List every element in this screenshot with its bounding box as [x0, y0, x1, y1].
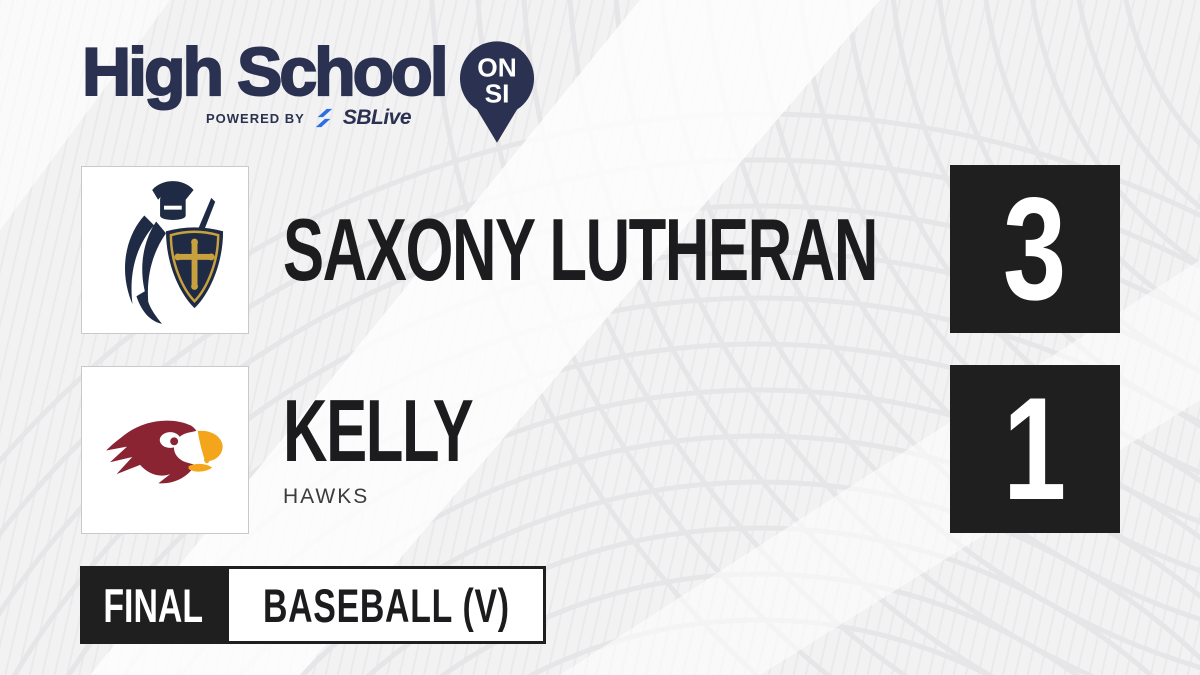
team1-name: SAXONY LUTHERAN: [283, 199, 878, 299]
team1-score: 3: [1003, 167, 1067, 330]
game-status-label: FINAL: [103, 578, 203, 632]
pin-text-si: SI: [484, 79, 509, 109]
team2-score: 1: [1003, 367, 1067, 530]
kelly-hawks-logo: [106, 420, 223, 483]
powered-by-label: POWERED BY: [206, 110, 305, 126]
team2-info: KELLY HAWKS: [283, 366, 923, 534]
pin-text-on: ON: [477, 52, 516, 82]
team1-info: SAXONY LUTHERAN: [283, 166, 923, 334]
sblive-wordmark: SBLive: [342, 106, 412, 129]
saxony-lutheran-crusader-logo: [124, 181, 224, 324]
powered-by-row: POWERED BY SBLive: [206, 106, 412, 130]
brand-title: High School: [81, 34, 450, 110]
footer-status-bar: FINAL BASEBALL (V): [80, 566, 546, 644]
team2-score-box: 1: [950, 365, 1120, 533]
sport-label: BASEBALL (V): [262, 578, 510, 632]
header: High School ON SI: [81, 34, 535, 145]
sport-label-box: BASEBALL (V): [226, 566, 546, 644]
team1-logo-box: [81, 166, 249, 334]
team1-score-box: 3: [950, 165, 1120, 333]
onsi-pin-icon: ON SI: [459, 41, 534, 143]
team2-mascot: HAWKS: [283, 484, 370, 508]
sblive-icon: [315, 108, 333, 128]
team2-logo-box: [81, 366, 249, 534]
game-status-box: FINAL: [80, 566, 226, 644]
team2-name: KELLY: [283, 381, 474, 481]
